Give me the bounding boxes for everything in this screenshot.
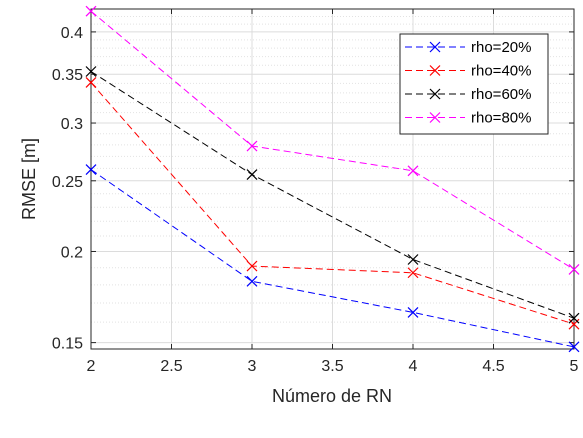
legend-label: rho=20% (471, 39, 531, 56)
data-point (568, 341, 580, 353)
x-tick-label: 5 (570, 358, 579, 375)
series-line (85, 66, 580, 324)
series-group (85, 5, 580, 353)
y-tick-label: 0.15 (52, 336, 83, 353)
y-tick-label: 0.25 (52, 174, 83, 191)
data-point (85, 5, 97, 17)
legend: rho=20% rho=40% rho=60% rho=80% (399, 33, 549, 135)
data-point (568, 263, 580, 275)
legend-entry: rho=80% (405, 110, 531, 127)
data-point (407, 306, 419, 318)
legend-label: rho=80% (471, 110, 531, 127)
data-point (85, 66, 97, 77)
x-tick-label: 3.5 (321, 358, 343, 375)
data-point (85, 164, 97, 176)
data-point (246, 140, 258, 152)
data-point (85, 77, 97, 88)
data-point (246, 260, 258, 272)
legend-marker (429, 65, 441, 76)
legend-marker (429, 88, 441, 100)
x-tick-label: 4.5 (482, 358, 504, 375)
x-tick-label: 3 (248, 358, 257, 375)
data-point (407, 267, 419, 279)
legend-entry: rho=60% (405, 86, 531, 103)
y-tick-label: 0.4 (61, 25, 83, 42)
x-tick-label: 2 (87, 358, 96, 375)
legend-marker (429, 41, 441, 53)
data-point (407, 165, 419, 177)
legend-label: rho=40% (471, 63, 531, 80)
legend-marker (429, 112, 441, 123)
axis-ticks: 0.15 0.2 0.25 0.3 0.35 0.4 2 2.5 3 3.5 4 4.5 5 (52, 9, 579, 375)
legend-entry: rho=20% (405, 39, 531, 56)
series-path (90, 169, 575, 348)
series-path (90, 10, 575, 270)
x-tick-label: 2.5 (160, 358, 182, 375)
data-point (568, 312, 580, 324)
y-axis-title: RMSE [m] (19, 138, 39, 220)
series-line (85, 164, 580, 353)
y-tick-label: 0.3 (61, 116, 83, 133)
series-path (90, 82, 575, 325)
x-tick-label: 4 (409, 358, 418, 375)
y-tick-label: 0.35 (52, 67, 83, 84)
legend-entry: rho=40% (405, 63, 531, 80)
data-point (407, 254, 419, 265)
data-point (246, 275, 258, 287)
legend-label: rho=60% (471, 86, 531, 103)
series-line (85, 5, 580, 275)
data-point (246, 169, 258, 180)
legend-box (399, 33, 549, 135)
x-axis-title: Número de RN (272, 386, 392, 406)
series-line (85, 77, 580, 330)
y-tick-label: 0.2 (61, 244, 83, 261)
